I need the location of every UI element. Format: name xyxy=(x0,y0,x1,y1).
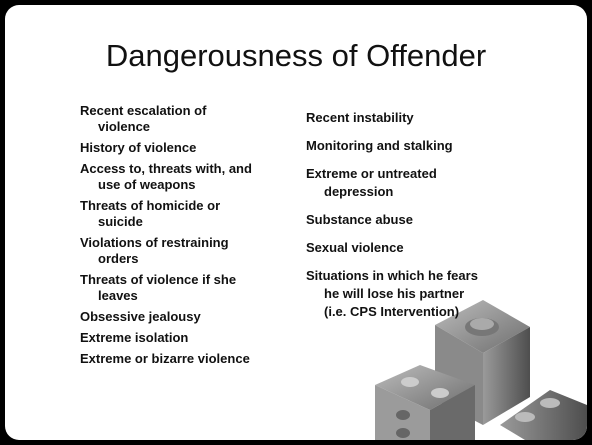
bullet-text: Threats of violence if she xyxy=(80,272,305,288)
bullet-item: Obsessive jealousy xyxy=(80,309,305,325)
right-column: Recent instability Monitoring and stalkin… xyxy=(306,109,536,331)
page: Dangerousness of Offender Recent escalat… xyxy=(0,0,592,445)
bullet-text: use of weapons xyxy=(80,177,305,193)
bullet-text: (i.e. CPS Intervention) xyxy=(306,303,536,321)
bullet-item: Sexual violence xyxy=(306,239,536,257)
slide-title: Dangerousness of Offender xyxy=(5,38,587,74)
bullet-text: Monitoring and stalking xyxy=(306,137,536,155)
bullet-text: orders xyxy=(80,251,305,267)
bullet-text: depression xyxy=(306,183,536,201)
bullet-item: Recent instability xyxy=(306,109,536,127)
bullet-text: leaves xyxy=(80,288,305,304)
bullet-text: Recent instability xyxy=(306,109,536,127)
bullet-text: he will lose his partner xyxy=(306,285,536,303)
bullet-text: Extreme or untreated xyxy=(306,165,536,183)
bullet-item: History of violence xyxy=(80,140,305,156)
bullet-text: Substance abuse xyxy=(306,211,536,229)
bullet-text: Violations of restraining xyxy=(80,235,305,251)
bullet-text: Threats of homicide or xyxy=(80,198,305,214)
bullet-text: Situations in which he fears xyxy=(306,267,536,285)
bullet-text: Extreme isolation xyxy=(80,330,305,346)
bullet-text: Sexual violence xyxy=(306,239,536,257)
bullet-item: Substance abuse xyxy=(306,211,536,229)
bullet-item: Monitoring and stalking xyxy=(306,137,536,155)
bullet-text: History of violence xyxy=(80,140,305,156)
bullet-item: Extreme isolation xyxy=(80,330,305,346)
bullet-text: suicide xyxy=(80,214,305,230)
bullet-text: violence xyxy=(80,119,305,135)
bullet-text: Recent escalation of xyxy=(80,103,305,119)
bullet-text: Access to, threats with, and xyxy=(80,161,305,177)
bullet-text: Extreme or bizarre violence xyxy=(80,351,305,367)
bullet-item: Extreme or bizarre violence xyxy=(80,351,305,367)
slide: Dangerousness of Offender Recent escalat… xyxy=(5,5,587,440)
bullet-text: Obsessive jealousy xyxy=(80,309,305,325)
